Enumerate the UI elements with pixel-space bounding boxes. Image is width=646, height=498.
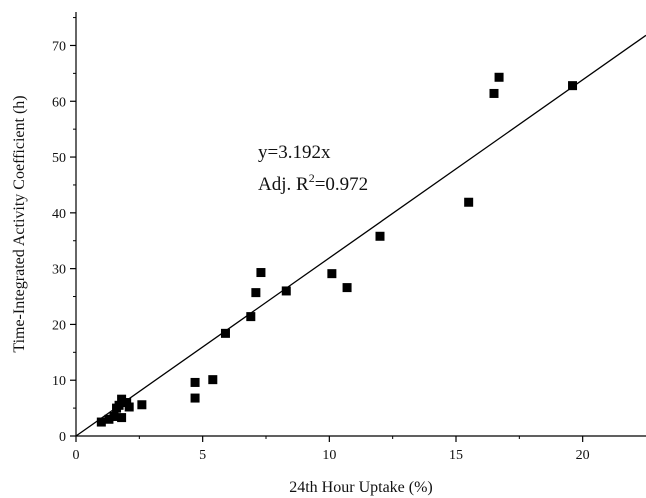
x-tick-label: 5: [199, 448, 206, 463]
data-point: [137, 400, 147, 410]
fit-equation-annotation: y=3.192x: [258, 142, 331, 163]
y-tick-label: 0: [59, 430, 66, 445]
data-points: [96, 72, 578, 427]
data-point: [568, 81, 578, 91]
data-point: [96, 417, 106, 427]
r-squared-annotation: Adj. R2=0.972: [258, 171, 368, 195]
data-point: [104, 414, 114, 424]
data-point: [220, 328, 230, 338]
r-squared-superscript: 2: [309, 171, 315, 185]
data-point: [208, 375, 218, 385]
x-axis-label: 24th Hour Uptake (%): [289, 479, 433, 496]
data-point: [342, 283, 352, 293]
y-tick-label: 10: [52, 374, 66, 389]
data-point: [251, 288, 261, 298]
data-point: [464, 197, 474, 207]
data-point: [109, 411, 119, 421]
x-tick-label: 15: [449, 448, 463, 463]
data-point: [190, 393, 200, 403]
y-tick-label: 60: [52, 95, 66, 110]
fit-line-group: [75, 34, 646, 437]
data-point: [281, 286, 291, 296]
fit-line: [75, 34, 646, 437]
r-squared-prefix: Adj. R: [258, 174, 309, 195]
y-axis-label: Time-Integrated Activity Coefficient (h): [11, 95, 28, 352]
data-point: [124, 402, 134, 412]
data-point: [246, 312, 256, 322]
x-axis-ticks: 0 5 10 15 20: [73, 436, 590, 463]
data-point: [117, 413, 127, 423]
data-point: [256, 268, 266, 278]
data-point: [494, 72, 504, 82]
data-point: [117, 394, 127, 404]
data-point: [114, 400, 124, 410]
y-tick-label: 30: [52, 263, 66, 278]
y-tick-label: 70: [52, 39, 66, 54]
y-tick-label: 50: [52, 151, 66, 166]
y-axis-ticks: 0 10 20 30 40 50 60 70: [52, 17, 76, 445]
x-tick-label: 0: [73, 448, 80, 463]
data-point: [327, 269, 337, 279]
x-tick-label: 20: [576, 448, 590, 463]
y-tick-label: 40: [52, 207, 66, 222]
data-point: [190, 377, 200, 387]
x-tick-label: 10: [322, 448, 336, 463]
y-tick-label: 20: [52, 318, 66, 333]
plot-frame: [75, 12, 646, 437]
data-point: [375, 231, 385, 241]
data-point: [489, 88, 499, 98]
r-squared-value: =0.972: [315, 174, 368, 195]
